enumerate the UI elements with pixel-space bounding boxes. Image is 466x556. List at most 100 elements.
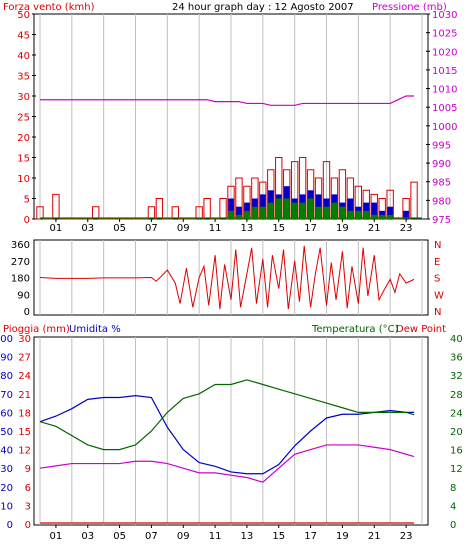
gust-bar-green: [371, 214, 378, 219]
rain-x-tick: 13: [241, 531, 254, 542]
humidity-y-tick: 70: [0, 390, 13, 401]
humidity-title: Umidita %: [69, 324, 121, 335]
humidity-y-tick: 30: [0, 464, 13, 475]
direction-line: [39, 245, 415, 310]
series-line: [39, 379, 415, 451]
wind-y-tick: 40: [17, 51, 30, 62]
gust-bar-green: [275, 198, 282, 219]
wind-y-tick: 50: [17, 10, 30, 21]
direction-y-tick: 180: [11, 274, 30, 285]
wind-x-tick: 19: [336, 223, 349, 234]
rain-y-tick: 27: [18, 353, 31, 364]
pressure-y-tick: 990: [432, 159, 451, 170]
rain-y-tick: 24: [18, 371, 31, 382]
rain-x-tick: 21: [368, 531, 381, 542]
pressure-y-tick: 1005: [432, 103, 457, 114]
humidity-y-tick: 0: [7, 520, 13, 531]
rain-marks: [39, 379, 415, 524]
gust-bar-green: [339, 206, 346, 219]
compass-y-tick: S: [434, 274, 440, 285]
wind-y-tick: 0: [24, 215, 30, 226]
series-line: [39, 444, 415, 483]
wind-x-tick: 03: [81, 223, 94, 234]
gust-bar-green: [283, 198, 290, 219]
humidity-y-tick: 50: [0, 427, 13, 438]
temperature-y-tick: 16: [450, 446, 463, 457]
temperature-y-tick: 32: [450, 371, 463, 382]
humidity-y-tick: 90: [0, 353, 13, 364]
direction-y-tick: 360: [11, 240, 30, 251]
rain-y-tick: 0: [25, 520, 31, 531]
rain-y-tick: 21: [18, 390, 31, 401]
wind-title: Forza vento (kmh): [3, 2, 95, 13]
humidity-y-tick: 20: [0, 483, 13, 494]
series-line: [39, 395, 415, 475]
rain-title: Pioggia (mm): [3, 324, 70, 335]
gust-bar-green: [243, 210, 251, 219]
wind-y-tick: 35: [17, 72, 30, 83]
gust-bar-green: [307, 198, 314, 219]
gust-bar-green: [227, 210, 235, 219]
rain-y-tick: 6: [25, 483, 31, 494]
rain-x-tick: 03: [81, 531, 94, 542]
temperature-y-tick: 12: [450, 464, 463, 475]
gust-bar-green: [331, 202, 338, 219]
direction-y-tick: 270: [11, 257, 30, 268]
wind-y-tick: 45: [17, 31, 30, 42]
rain-grid: [39, 337, 423, 525]
wind-x-tick: 05: [113, 223, 126, 234]
gust-bar-blue: [386, 206, 394, 219]
day-title: 24 hour graph day : 12 Agosto 2007: [172, 2, 354, 13]
rain-hum-y-ticks: 0 10 20 30 40 50 60 70 80 90 100 0 3 6 9 12 15 18 21 24 27 30: [0, 334, 31, 531]
rain-x-tick: 01: [50, 531, 63, 542]
temperature-y-tick: 40: [450, 334, 463, 345]
rain-x-tick: 17: [304, 531, 317, 542]
wind-y-tick: 30: [17, 92, 30, 103]
rain-y-tick: 15: [18, 427, 31, 438]
compass-y-tick: N: [434, 240, 441, 251]
wind-y-tick: 5: [24, 195, 30, 206]
gust-bar-green: [315, 206, 322, 219]
direction-grid: [39, 240, 423, 315]
humidity-y-tick: 40: [0, 446, 13, 457]
pressure-y-tick: 980: [432, 196, 451, 207]
pressure-y-tick: 995: [432, 140, 451, 151]
pressure-y-tick: 1010: [432, 85, 457, 96]
rain-y-tick: 30: [18, 334, 31, 345]
pressure-y-tick: 1000: [432, 122, 457, 133]
pressure-y-ticks: 975 980 985 990 995 1000 1005 1010 1015 1020 1025 1…: [426, 10, 457, 226]
gust-bar-blue: [347, 198, 354, 219]
wind-y-ticks: 0 5 10 15 20 25 30 35 40 45 50: [17, 10, 36, 226]
rain-x-tick: 09: [177, 531, 190, 542]
rain-x-tick: 11: [209, 531, 222, 542]
gust-bar-green: [259, 206, 267, 219]
humidity-y-tick: 100: [0, 334, 13, 345]
pressure-y-tick: 1020: [432, 47, 457, 58]
direction-marks: [39, 245, 415, 310]
rain-x-tick: 07: [145, 531, 158, 542]
wind-x-tick: 01: [50, 223, 63, 234]
wind-x-tick: 23: [400, 223, 413, 234]
pressure-y-tick: 1030: [432, 10, 457, 21]
rain-x-ticks: 01 03 05 07 09 11 13 15 17 19 21 23: [50, 525, 413, 542]
wind-y-tick: 10: [17, 174, 30, 185]
wind-x-ticks: 01 03 05 07 09 11 13 15 17 19 21 23: [50, 219, 413, 234]
gust-bar-green: [323, 206, 330, 219]
gust-bar-green: [299, 202, 306, 219]
rain-x-tick: 23: [400, 531, 413, 542]
direction-y-tick: 90: [17, 290, 30, 301]
wind-x-tick: 17: [304, 223, 317, 234]
temperature-y-tick: 0: [450, 520, 456, 531]
temperature-y-tick: 24: [450, 408, 463, 419]
wind-y-tick: 25: [17, 113, 30, 124]
direction-y-ticks: 0 90 180 270 360: [11, 240, 30, 318]
rain-y-tick: 9: [25, 464, 31, 475]
gust-bar-blue: [235, 206, 243, 219]
pressure-y-tick: 985: [432, 178, 451, 189]
pressure-y-tick: 975: [432, 215, 451, 226]
temperature-y-tick: 36: [450, 353, 463, 364]
wind-marks: [36, 95, 422, 220]
temperature-y-tick: 20: [450, 427, 463, 438]
